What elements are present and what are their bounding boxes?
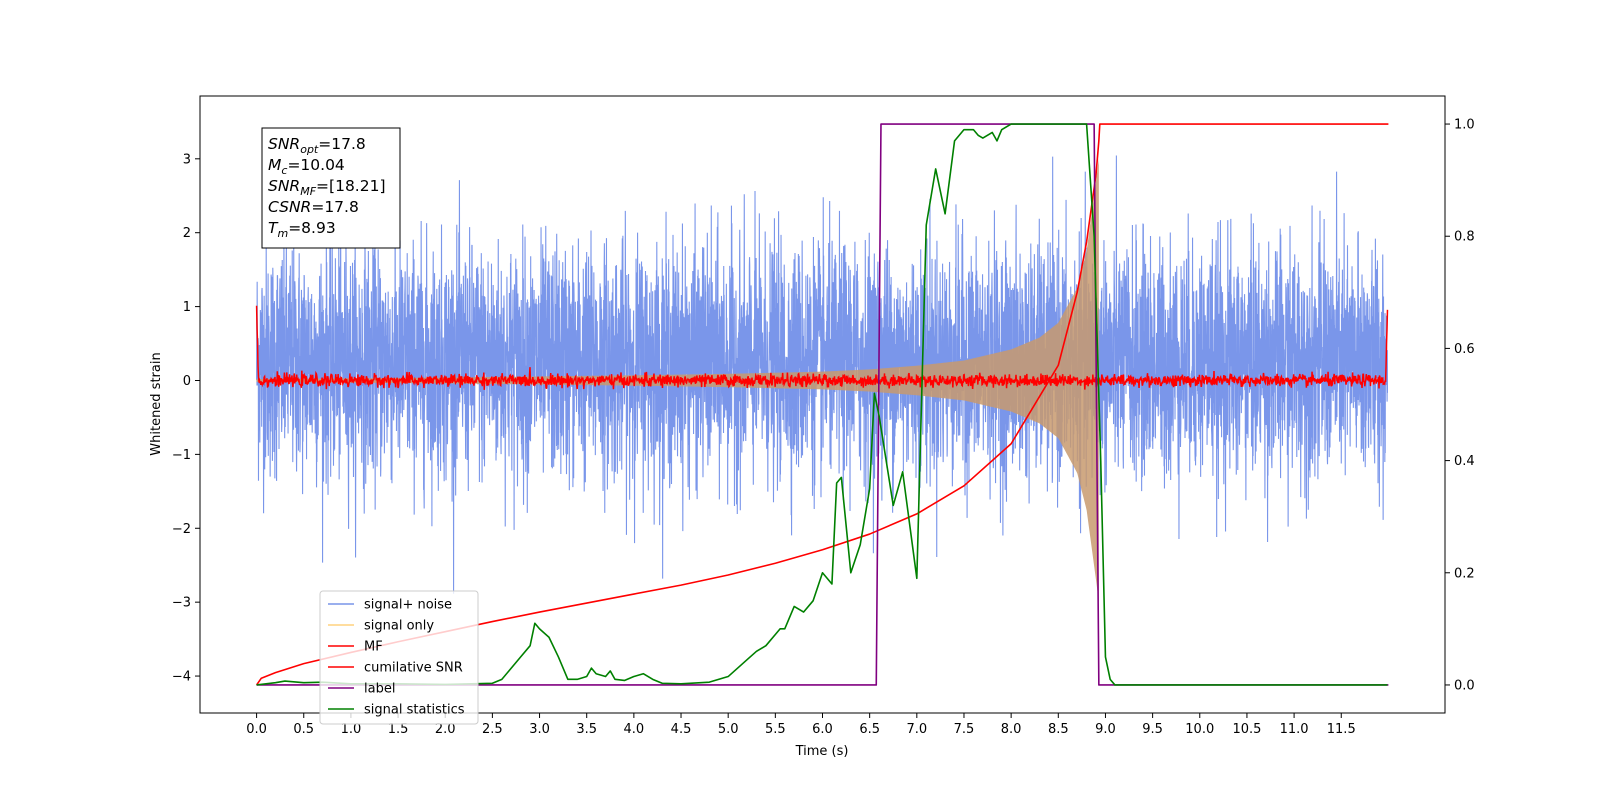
legend-entry: label [364,682,395,697]
x-tick-label: 4.5 [671,722,692,737]
y-tick-label-right: 0.0 [1454,678,1475,693]
y-tick-label-left: 1 [183,300,191,315]
x-tick-label: 10.0 [1185,722,1214,737]
x-tick-label: 11.0 [1280,722,1309,737]
legend-entry: signal statistics [364,703,465,718]
y-tick-label-right: 1.0 [1454,118,1475,133]
x-tick-label: 1.0 [341,722,362,737]
stats-annotation-line: Mc=10.04 [268,156,345,177]
x-tick-label: 0.0 [246,722,267,737]
x-tick-label: 3.5 [576,722,597,737]
y-tick-label-left: −3 [172,596,191,611]
y-tick-label-left: −4 [172,670,191,685]
stats-annotation-line: SNRopt=17.8 [268,135,366,156]
x-tick-label: 10.5 [1232,722,1261,737]
x-tick-label: 11.5 [1327,722,1356,737]
legend-entry: signal only [364,619,434,634]
x-tick-label: 8.5 [1048,722,1069,737]
y-tick-label-right: 0.6 [1454,342,1475,357]
y-tick-label-right: 0.8 [1454,230,1475,245]
x-tick-label: 8.0 [1001,722,1022,737]
x-axis-label: Time (s) [795,744,849,759]
series-mf [255,305,1389,390]
y-axis-label-left: Whitened strain [149,352,164,455]
y-axis-left: −4 −3 −2 −1 0 1 2 3 [172,152,200,685]
legend-entry: signal+ noise [364,598,452,613]
x-tick-label: 3.0 [529,722,550,737]
x-tick-label: 2.0 [435,722,456,737]
y-tick-label-right: 0.2 [1454,566,1475,581]
y-tick-label-left: 2 [183,226,191,241]
stats-annotation-line: Tm=8.93 [268,219,336,240]
x-tick-label: 9.5 [1142,722,1163,737]
x-axis: 0.0 0.5 1.0 1.5 2.0 2.5 3.0 3.5 4.0 4.5 5.0 5.5 6.0 6… [246,713,1356,737]
x-tick-label: 4.0 [624,722,645,737]
x-tick-label: 5.5 [765,722,786,737]
series-signal-statistics [256,123,1388,686]
x-tick-label: 7.0 [906,722,927,737]
x-tick-label: 2.5 [482,722,503,737]
y-tick-label-left: 3 [183,152,191,167]
stats-annotation-box: SNRopt=17.8Mc=10.04SNRMF=[18.21]CSNR=17.… [261,127,401,249]
y-axis-right: 0.0 0.2 0.4 0.6 0.8 1.0 [1445,118,1475,693]
x-tick-label: 6.0 [812,722,833,737]
stats-annotation-frame [261,127,401,249]
x-tick-label: 7.5 [954,722,975,737]
stats-annotation-line: CSNR=17.8 [268,198,359,216]
y-tick-label-right: 0.4 [1454,454,1475,469]
legend-entry: cumilative SNR [364,661,463,676]
series-signal-noise [256,155,1389,594]
x-tick-label: 9.0 [1095,722,1116,737]
legend-entry: MF [364,640,383,655]
legend: signal+ noise signal only MF cumilative SNR… [319,590,479,725]
x-tick-label: 5.0 [718,722,739,737]
x-tick-label: 0.5 [293,722,314,737]
legend-frame [319,590,479,725]
stats-annotation-line: SNRMF=[18.21] [268,177,386,198]
x-tick-label: 1.5 [388,722,409,737]
x-tick-label: 6.5 [859,722,880,737]
y-tick-label-left: 0 [183,374,191,389]
y-tick-label-left: −1 [172,448,191,463]
y-tick-label-left: −2 [172,522,191,537]
